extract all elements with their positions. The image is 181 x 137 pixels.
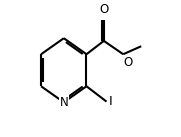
Text: I: I [109,95,113,108]
Text: N: N [59,96,68,109]
Text: O: O [124,56,133,69]
Text: O: O [99,2,108,15]
